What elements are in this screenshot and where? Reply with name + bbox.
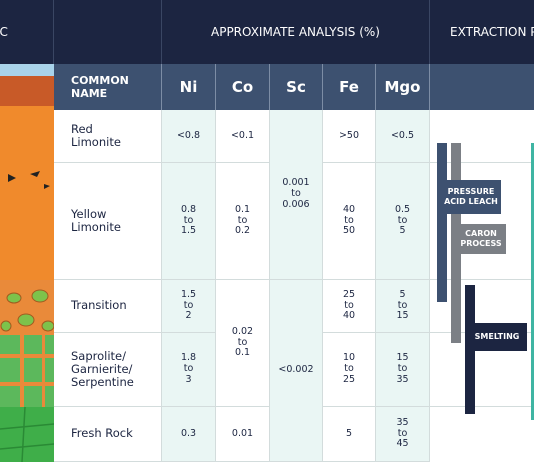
co-cell: 0.1 to 0.2 (216, 163, 270, 280)
process-label: SMELTING (467, 323, 527, 351)
co-cell: 0.02 to 0.1 (216, 280, 270, 407)
sc-cell: <0.002 (270, 280, 323, 462)
ni-cell: 0.8 to 1.5 (162, 163, 216, 280)
sc-cell: 0.001 to 0.006 (270, 110, 323, 280)
column-header: Fe (323, 64, 376, 110)
column-header: Mgo (376, 64, 430, 110)
mgo-cell: 15 to 35 (376, 333, 430, 407)
fe-cell: >50 (323, 110, 376, 163)
column-header: Ni (162, 64, 216, 110)
column-header: Sc (270, 64, 323, 110)
co-cell: 0.01 (216, 407, 270, 462)
left-header-text: IC (0, 25, 8, 39)
ext-cell (430, 333, 534, 407)
ext-cell (430, 163, 534, 280)
mgo-cell: 0.5 to 5 (376, 163, 430, 280)
row-name: Fresh Rock (54, 407, 162, 462)
column-header: COMMON NAME (54, 64, 162, 110)
analysis-header: APPROXIMATE ANALYSIS (%) (162, 0, 430, 64)
column-header: Co (216, 64, 270, 110)
process-bar (531, 143, 534, 420)
header-blank (54, 0, 162, 64)
mgo-cell: <0.5 (376, 110, 430, 163)
extraction-header: EXTRACTION P (430, 0, 534, 64)
row-name: Red Limonite (54, 110, 162, 163)
ni-cell: <0.8 (162, 110, 216, 163)
co-cell: <0.1 (216, 110, 270, 163)
process-bar (437, 143, 447, 302)
left-header: IC (0, 0, 54, 64)
row-name: Saprolite/ Garnierite/ Serpentine (54, 333, 162, 407)
ni-cell: 1.5 to 2 (162, 280, 216, 333)
ext-cell (430, 110, 534, 163)
fe-cell: 40 to 50 (323, 163, 376, 280)
row-name: Transition (54, 280, 162, 333)
column-header-blank (430, 64, 534, 110)
fe-cell: 5 (323, 407, 376, 462)
mgo-cell: 5 to 15 (376, 280, 430, 333)
process-label: PRESSURE ACID LEACH (441, 180, 501, 214)
row-name: Yellow Limonite (54, 163, 162, 280)
mgo-cell: 35 to 45 (376, 407, 430, 462)
ni-cell: 0.3 (162, 407, 216, 462)
laterite-profile (0, 64, 54, 462)
fe-cell: 25 to 40 (323, 280, 376, 333)
fe-cell: 10 to 25 (323, 333, 376, 407)
ni-cell: 1.8 to 3 (162, 333, 216, 407)
process-label: CARON PROCESS (456, 224, 506, 254)
